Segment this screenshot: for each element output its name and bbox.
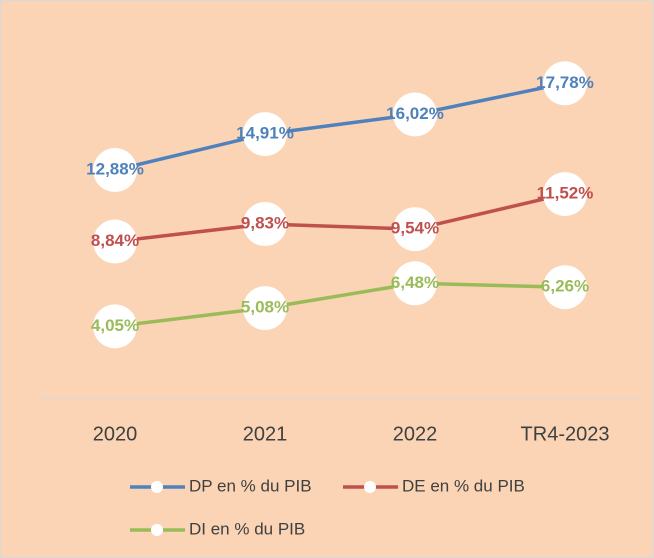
point-marker bbox=[243, 286, 287, 331]
legend-marker bbox=[151, 524, 163, 536]
x-tick-label: 2022 bbox=[393, 423, 438, 445]
legend-label: DI en % du PIB bbox=[189, 519, 305, 538]
series-line bbox=[114, 192, 566, 244]
legend-marker bbox=[364, 481, 376, 493]
data-label: 5,08% bbox=[241, 298, 289, 317]
point-marker bbox=[393, 207, 437, 252]
x-tick-label: 2020 bbox=[93, 423, 138, 445]
point-marker bbox=[93, 219, 137, 264]
point-marker bbox=[543, 172, 587, 217]
data-label: 16,02% bbox=[386, 104, 444, 123]
series-line bbox=[114, 81, 566, 172]
data-label: 12,88% bbox=[86, 160, 144, 179]
point-marker bbox=[393, 261, 437, 306]
point-marker bbox=[543, 265, 587, 310]
x-tick-label: TR4-2023 bbox=[521, 423, 610, 445]
data-label: 6,26% bbox=[541, 277, 589, 296]
data-label: 4,05% bbox=[91, 316, 139, 335]
legend-label: DP en % du PIB bbox=[189, 476, 312, 495]
x-tick-label: 2021 bbox=[243, 423, 288, 445]
data-label: 8,84% bbox=[91, 231, 139, 250]
series-line bbox=[114, 281, 566, 329]
point-marker bbox=[93, 148, 137, 193]
data-label: 6,48% bbox=[391, 273, 439, 292]
data-label: 9,83% bbox=[241, 213, 289, 232]
data-label: 17,78% bbox=[536, 73, 594, 92]
point-marker bbox=[243, 202, 287, 247]
legend-label: DE en % du PIB bbox=[402, 476, 525, 495]
legend-marker bbox=[151, 481, 163, 493]
point-marker bbox=[393, 92, 437, 137]
point-marker bbox=[243, 112, 287, 157]
data-label: 14,91% bbox=[236, 124, 294, 143]
point-marker bbox=[543, 61, 587, 106]
point-marker bbox=[93, 304, 137, 349]
data-label: 11,52% bbox=[537, 184, 594, 203]
data-label: 9,54% bbox=[391, 219, 439, 238]
